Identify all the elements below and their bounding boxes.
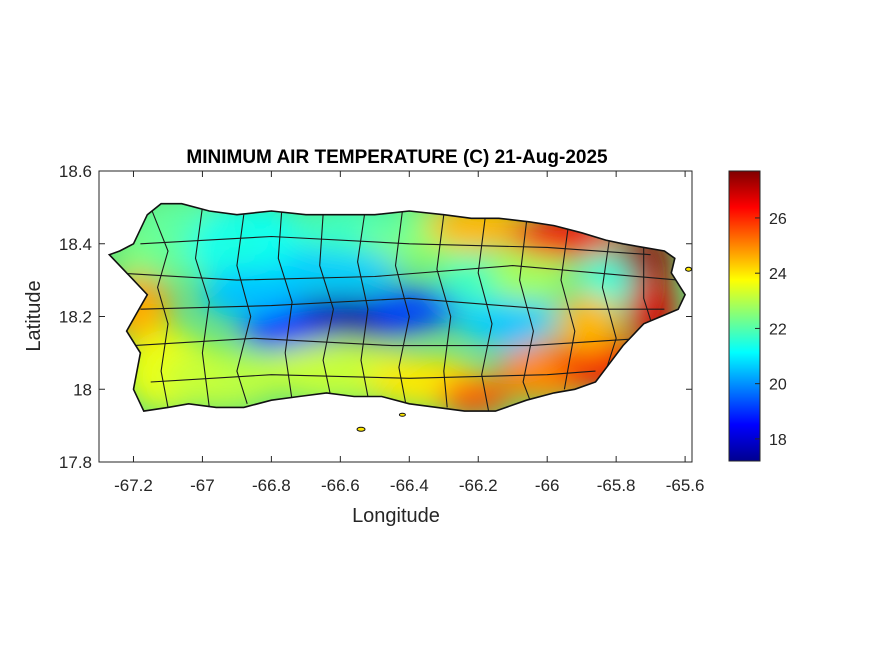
municipality-boundary <box>319 214 334 394</box>
colorbar-tick-label: 24 <box>769 266 787 283</box>
islet <box>685 266 693 272</box>
municipality-boundary <box>150 207 169 408</box>
temperature-sample <box>374 207 411 244</box>
y-tick-label: 18.4 <box>59 235 92 254</box>
x-tick-label: -67 <box>190 476 215 495</box>
islet <box>356 426 366 432</box>
colorbar-tick-label: 20 <box>769 377 787 394</box>
municipality-boundary <box>477 218 493 412</box>
y-tick-label: 18.6 <box>59 162 92 181</box>
temperature-sample <box>494 316 531 353</box>
colorbar <box>728 170 761 462</box>
municipality-boundary <box>150 370 596 383</box>
x-axis-ticks: -67.2 -67 -66.8 -66.6 -66.4 -66.2 -66 -65.8 -65.… <box>114 171 704 495</box>
y-tick-label: 18.2 <box>59 308 92 327</box>
municipality-boundary <box>133 337 644 347</box>
municipality-boundaries <box>116 207 679 412</box>
municipality-boundary <box>140 297 665 310</box>
x-tick-label: -66.8 <box>252 476 291 495</box>
x-tick-label: -66.2 <box>459 476 498 495</box>
temperature-patch <box>431 378 512 412</box>
colorbar-tick-label: 22 <box>769 321 787 338</box>
temperature-patch <box>489 242 570 303</box>
municipality-boundary <box>357 214 369 397</box>
temperature-sample <box>598 262 635 299</box>
temperature-sample <box>408 371 445 408</box>
x-tick-label: -67.2 <box>114 476 153 495</box>
x-tick-label: -66 <box>535 476 560 495</box>
municipality-boundary <box>643 247 652 321</box>
municipality-boundary <box>601 240 617 372</box>
x-tick-label: -66.6 <box>321 476 360 495</box>
chart-title: MINIMUM AIR TEMPERATURE (C) 21-Aug-2025 <box>186 147 608 168</box>
y-axis-ticks: 17.8 18 18.2 18.4 18.6 <box>59 162 692 472</box>
y-axis-label: Latitude <box>23 280 45 351</box>
x-tick-label: -65.8 <box>597 476 636 495</box>
colorbar-tick-label: 18 <box>769 432 787 449</box>
municipality-boundary <box>194 207 210 408</box>
municipality-boundary <box>116 265 679 281</box>
y-tick-label: 17.8 <box>59 453 92 472</box>
islets <box>356 266 693 432</box>
temperature-sample <box>167 207 204 244</box>
temperature-sample <box>339 302 376 339</box>
colorbar-tick-label: 26 <box>769 211 787 228</box>
municipality-boundary <box>560 229 576 390</box>
temperature-sample <box>632 243 669 280</box>
y-tick-label: 18 <box>73 380 92 399</box>
temperature-sample <box>218 225 255 262</box>
islet <box>398 412 406 417</box>
colorbar-ticks: 18 20 22 24 26 <box>755 211 787 449</box>
municipality-boundary <box>394 210 410 404</box>
municipality-boundary <box>519 221 534 401</box>
coastline <box>107 202 687 412</box>
x-tick-label: -65.6 <box>666 476 705 495</box>
temperature-patch <box>280 244 401 295</box>
municipality-boundary <box>140 235 651 256</box>
municipality-boundary <box>436 214 452 408</box>
x-axis-label: Longitude <box>352 505 440 527</box>
municipality-boundary <box>236 214 252 404</box>
municipality-boundary <box>277 210 293 401</box>
x-tick-label: -66.4 <box>390 476 429 495</box>
